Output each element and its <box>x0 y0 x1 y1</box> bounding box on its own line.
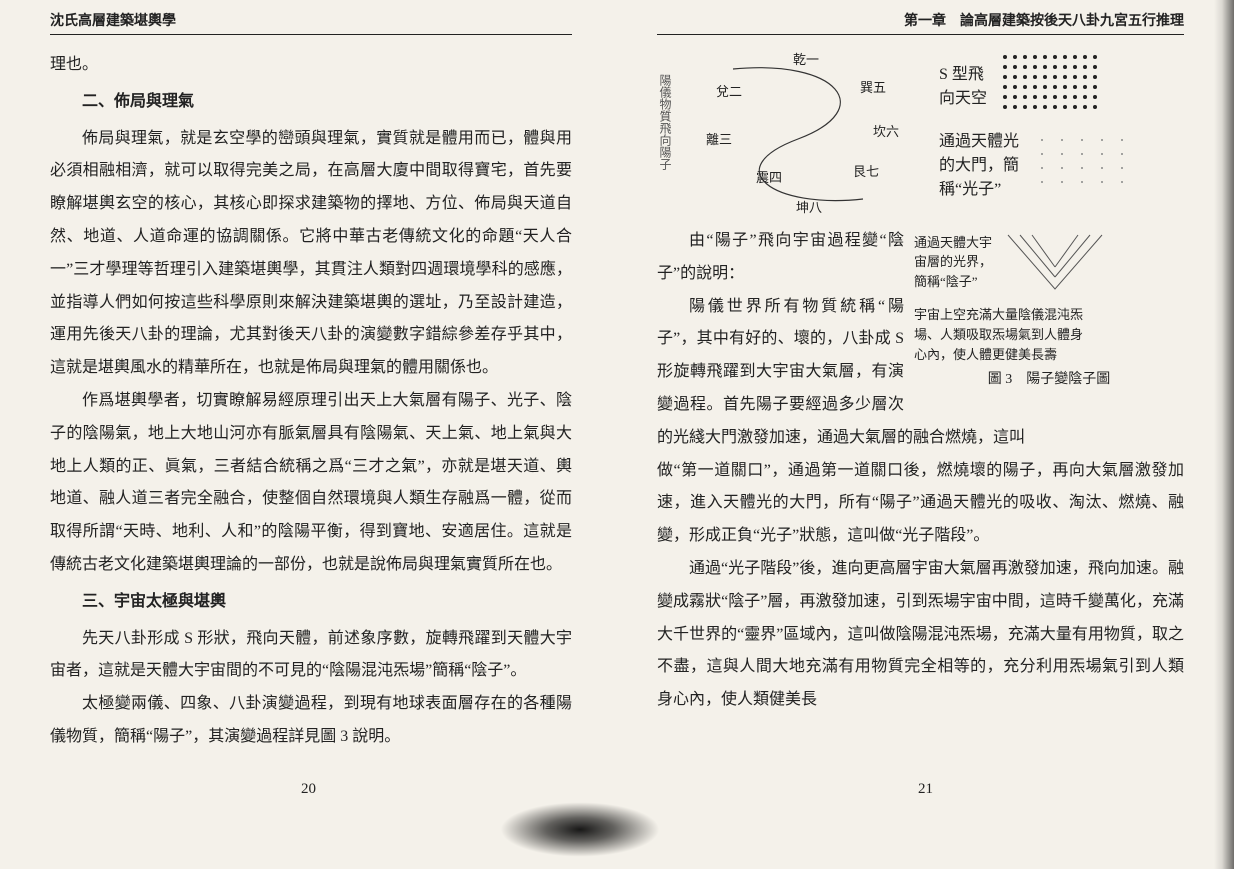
s-curve-diagram: 乾一 兌二 離三 震四 坤八 艮七 坎六 巽五 <box>678 49 918 219</box>
page-right: 第一章 論高層建築按後天八卦九宮五行推理 陽儀物質飛向陽子 乾一 兌二 離三 震… <box>617 0 1234 780</box>
para: 佈局與理氣，就是玄空學的巒頭與理氣，實質就是體用而已，體與用必須相融相濟，就可以… <box>50 123 572 385</box>
gua-label: 坤八 <box>796 197 822 216</box>
fig-a-line: S 型飛 <box>939 60 987 84</box>
dot-grid-icon <box>995 49 1110 119</box>
gutter-shadow-icon <box>500 802 660 857</box>
fig-b-line: 稱“光子” <box>939 175 1019 199</box>
fig-d-line: 宇宙上空充滿大量陰儀混沌炁 <box>914 305 1184 325</box>
sparse-dot-icon <box>1027 128 1142 198</box>
fig-c-line: 通過天體大宇 <box>914 233 992 253</box>
running-head-right: 第一章 論高層建築按後天八卦九宮五行推理 <box>657 10 1184 35</box>
figure-caption: 圖 3 陽子變陰子圖 <box>914 369 1184 390</box>
gua-label: 乾一 <box>793 49 819 68</box>
gua-label: 兌二 <box>716 81 742 100</box>
s-curve-vertical-label: 陽儀物質飛向陽子 <box>657 74 674 170</box>
subheading-2: 二、佈局與理氣 <box>50 86 572 119</box>
funnel-icon <box>1000 227 1115 297</box>
para: 理也。 <box>50 49 572 82</box>
fig-block-d: 宇宙上空充滿大量陰儀混沌炁 場、人類吸取炁場氣到人體身 心內，使人體更健美長壽 <box>914 305 1184 365</box>
fig-block-a: S 型飛 向天空 <box>939 49 1184 119</box>
body-text-left: 理也。 二、佈局與理氣 佈局與理氣，就是玄空學的巒頭與理氣，實質就是體用而已，體… <box>50 49 572 754</box>
figure-top-row: 陽儀物質飛向陽子 乾一 兌二 離三 震四 坤八 艮七 坎六 巽五 <box>657 49 1184 225</box>
subheading-3: 三、宇宙太極與堪輿 <box>50 586 572 619</box>
fig-b-line: 通過天體光 <box>939 127 1019 151</box>
spine-shadow-icon <box>1214 0 1234 869</box>
gua-label: 坎六 <box>873 121 899 140</box>
fig-d-line: 場、人類吸取炁場氣到人體身 <box>914 325 1184 345</box>
page-number-right: 21 <box>617 781 1234 798</box>
gua-label: 巽五 <box>860 77 886 96</box>
para: 先天八卦形成 S 形狀，飛向天體，前述象序數，旋轉飛躍到天體大宇宙者，這就是天體… <box>50 623 572 689</box>
page-number-left: 20 <box>0 781 617 798</box>
figure-side-column: 通過天體大宇 宙層的光界， 簡稱“陰子” 宇宙上空充滿大量陰儀混沌炁 場、人類吸… <box>914 227 1184 390</box>
fig-a-line: 向天空 <box>939 84 987 108</box>
running-head-left: 沈氏高層建築堪輿學 <box>50 10 572 35</box>
gua-label: 艮七 <box>853 161 879 180</box>
gua-label: 離三 <box>706 129 732 148</box>
fig-block-c: 通過天體大宇 宙層的光界， 簡稱“陰子” <box>914 227 1184 297</box>
gua-label: 震四 <box>756 167 782 186</box>
para: 作爲堪輿學者，切實瞭解易經原理引出天上大氣層有陽子、光子、陰子的陰陽氣，地上大地… <box>50 385 572 582</box>
para: 通過“光子階段”後，進向更高層宇宙大氣層再激發加速，飛向加速。融變成霧狀“陰子”… <box>657 553 1184 717</box>
fig-block-b: 通過天體光 的大門，簡 稱“光子” <box>939 127 1184 199</box>
fig-c-line: 宙層的光界， <box>914 252 992 272</box>
para: 做“第一道關口”，通過第一道關口後，燃燒壞的陽子，再向大氣層激發加速，進入天體光… <box>657 455 1184 553</box>
fig-c-line: 簡稱“陰子” <box>914 272 992 292</box>
page-left: 沈氏高層建築堪輿學 理也。 二、佈局與理氣 佈局與理氣，就是玄空學的巒頭與理氣，… <box>0 0 617 780</box>
para: 太極變兩儀、四象、八卦演變過程，到現有地球表面層存在的各種陽儀物質，簡稱“陽子”… <box>50 688 572 754</box>
fig-d-line: 心內，使人體更健美長壽 <box>914 345 1184 365</box>
fig-b-line: 的大門，簡 <box>939 151 1019 175</box>
